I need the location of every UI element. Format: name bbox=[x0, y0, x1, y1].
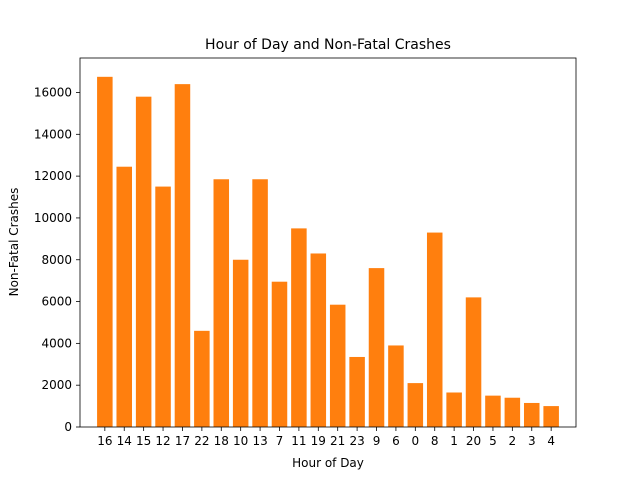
bar-hour-9 bbox=[368, 268, 385, 427]
x-tick-label: 16 bbox=[97, 434, 112, 448]
bar-hour-23 bbox=[349, 356, 365, 427]
plot-area-frame bbox=[79, 57, 577, 428]
chart-title: Hour of Day and Non-Fatal Crashes bbox=[205, 37, 451, 53]
bar-hour-18 bbox=[213, 179, 230, 427]
bar-hour-8 bbox=[426, 232, 443, 427]
y-tick-label: 6000 bbox=[41, 295, 72, 309]
x-tick-label: 23 bbox=[349, 434, 364, 448]
bar-hour-0 bbox=[407, 383, 424, 427]
x-tick-label: 17 bbox=[175, 434, 190, 448]
x-tick-label: 11 bbox=[291, 434, 306, 448]
bar-hour-14 bbox=[116, 166, 132, 427]
x-tick-label: 22 bbox=[194, 434, 209, 448]
y-tick-label: 16000 bbox=[34, 86, 72, 100]
y-tick-label: 4000 bbox=[41, 336, 72, 350]
bar-hour-16 bbox=[97, 76, 113, 427]
y-tick-label: 10000 bbox=[34, 211, 72, 225]
bar-hour-3 bbox=[523, 402, 540, 427]
x-tick-label: 2 bbox=[509, 434, 517, 448]
x-tick-label: 19 bbox=[311, 434, 326, 448]
bar-hour-12 bbox=[155, 186, 171, 427]
y-tick-label: 8000 bbox=[41, 253, 72, 267]
bar-hour-6 bbox=[388, 345, 404, 427]
x-tick-label: 5 bbox=[489, 434, 497, 448]
x-tick-label: 12 bbox=[155, 434, 170, 448]
x-tick-label: 18 bbox=[214, 434, 229, 448]
x-tick-label: 7 bbox=[276, 434, 284, 448]
bar-hour-21 bbox=[329, 304, 346, 427]
x-tick-label: 14 bbox=[117, 434, 132, 448]
bar-hour-5 bbox=[485, 395, 501, 427]
x-tick-label: 1 bbox=[450, 434, 458, 448]
bars-layer bbox=[97, 76, 559, 428]
bar-hour-15 bbox=[135, 96, 152, 428]
y-axis-label: Non-Fatal Crashes bbox=[7, 188, 21, 297]
bar-hour-1 bbox=[446, 392, 462, 427]
x-tick-label: 0 bbox=[411, 434, 419, 448]
bar-hour-13 bbox=[252, 179, 268, 427]
bar-hour-10 bbox=[232, 259, 249, 427]
bar-hour-2 bbox=[504, 397, 521, 427]
y-tick-label: 2000 bbox=[41, 378, 72, 392]
x-tick-label: 8 bbox=[431, 434, 439, 448]
x-tick-label: 13 bbox=[252, 434, 267, 448]
x-tick-label: 20 bbox=[466, 434, 481, 448]
x-axis-ticks: 16 14 15 12 17 22 18 10 13 7 11 19 21 23 9 6 0 8 1 20 5 2 3 4 bbox=[97, 427, 555, 448]
x-tick-label: 6 bbox=[392, 434, 400, 448]
x-tick-label: 4 bbox=[547, 434, 555, 448]
x-tick-label: 21 bbox=[330, 434, 345, 448]
y-tick-label: 0 bbox=[64, 420, 72, 434]
y-tick-label: 12000 bbox=[34, 169, 72, 183]
bar-hour-7 bbox=[271, 281, 288, 427]
bar-hour-11 bbox=[291, 228, 307, 427]
x-tick-label: 3 bbox=[528, 434, 536, 448]
bar-hour-17 bbox=[174, 84, 191, 427]
x-tick-label: 15 bbox=[136, 434, 151, 448]
y-tick-label: 14000 bbox=[34, 127, 72, 141]
x-tick-label: 9 bbox=[373, 434, 381, 448]
x-tick-label: 10 bbox=[233, 434, 248, 448]
y-axis-ticks: 0 2000 4000 6000 8000 10000 12000 14000 16000 bbox=[34, 86, 80, 434]
x-axis-label: Hour of Day bbox=[292, 456, 364, 470]
bar-hour-19 bbox=[310, 253, 327, 427]
bar-hour-22 bbox=[194, 330, 210, 427]
bar-hour-20 bbox=[465, 297, 482, 427]
bar-hour-4 bbox=[543, 406, 559, 427]
